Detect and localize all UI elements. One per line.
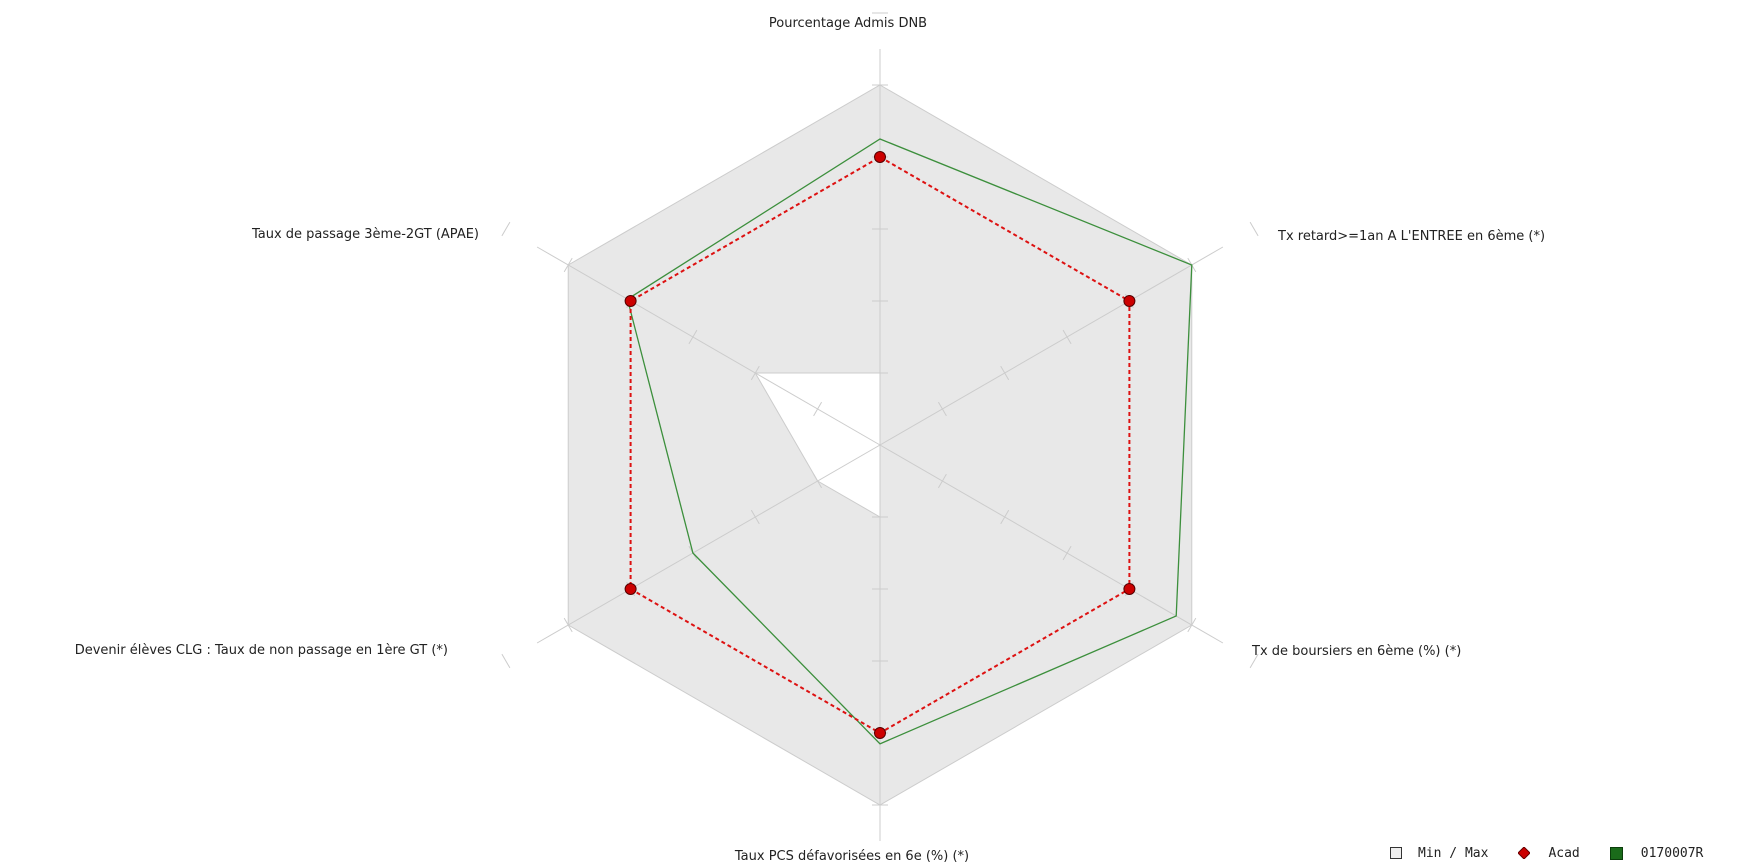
axis-tick — [1000, 509, 1010, 525]
axis-tick — [750, 365, 760, 381]
series-acad-marker — [624, 295, 637, 307]
axis-tick — [1249, 653, 1259, 669]
axis-label-boursiers-6eme: Tx de boursiers en 6ème (%) (*) — [1251, 644, 1461, 659]
axis-tick — [1249, 221, 1259, 237]
legend-item-acad: Acad — [1518, 845, 1580, 861]
axis-tick — [1062, 545, 1072, 561]
axis-tick — [501, 653, 511, 669]
axis-spoke — [879, 246, 1224, 446]
legend-label-etab: 0170007R — [1640, 845, 1704, 861]
series-acad-marker — [874, 727, 886, 739]
radar-grid — [501, 12, 1259, 841]
axis-tick — [563, 257, 573, 273]
series-acad-marker — [1123, 583, 1136, 595]
radar-series — [624, 138, 1193, 745]
legend-item-minmax: Min / Max — [1390, 846, 1488, 861]
axis-tick — [750, 509, 760, 525]
axis-labels: Pourcentage Admis DNB Tx retard>=1an A L… — [75, 16, 1545, 864]
series-acad-marker — [624, 583, 637, 595]
axis-spoke — [536, 246, 881, 446]
axis-label-pcs-defavorisees: Taux PCS défavorisées en 6e (%) (*) — [734, 849, 969, 864]
axis-tick — [1000, 365, 1010, 381]
series-acad-marker — [874, 151, 886, 163]
axis-spoke — [536, 444, 881, 644]
series-acad-marker — [1123, 295, 1136, 307]
axis-label-passage-3eme-2gt: Taux de passage 3ème-2GT (APAE) — [251, 227, 479, 242]
axis-spoke — [879, 444, 1224, 644]
axis-tick — [563, 617, 573, 633]
legend-swatch-minmax — [1390, 847, 1402, 859]
axis-label-admis-dnb: Pourcentage Admis DNB — [769, 16, 927, 31]
legend-swatch-acad — [1518, 847, 1531, 859]
axis-tick — [501, 221, 511, 237]
legend-swatch-etab — [1609, 846, 1623, 860]
axis-label-non-passage-1ere-gt: Devenir élèves CLG : Taux de non passage… — [75, 643, 448, 658]
legend-item-etab: 0170007R — [1609, 845, 1704, 861]
chart-legend: Min / Max Acad 0170007R — [1390, 845, 1703, 861]
axis-tick — [813, 401, 823, 417]
axis-tick — [688, 329, 698, 345]
axis-label-retard-6eme: Tx retard>=1an A L'ENTREE en 6ème (*) — [1277, 229, 1545, 244]
axis-tick — [1187, 617, 1197, 633]
legend-label-minmax: Min / Max — [1418, 845, 1489, 861]
axis-tick — [1062, 329, 1072, 345]
axis-tick — [813, 473, 823, 489]
legend-label-acad: Acad — [1548, 845, 1580, 861]
axis-tick — [937, 401, 947, 417]
axis-tick — [937, 473, 947, 489]
